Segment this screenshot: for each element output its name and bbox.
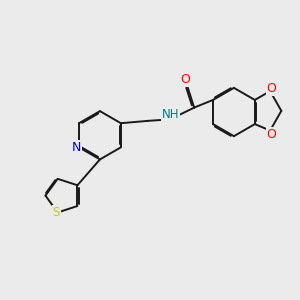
Text: S: S bbox=[52, 206, 60, 219]
Text: NH: NH bbox=[162, 108, 179, 121]
Text: O: O bbox=[180, 73, 190, 86]
Text: N: N bbox=[71, 141, 81, 154]
Text: O: O bbox=[267, 82, 277, 95]
Text: O: O bbox=[267, 128, 277, 141]
